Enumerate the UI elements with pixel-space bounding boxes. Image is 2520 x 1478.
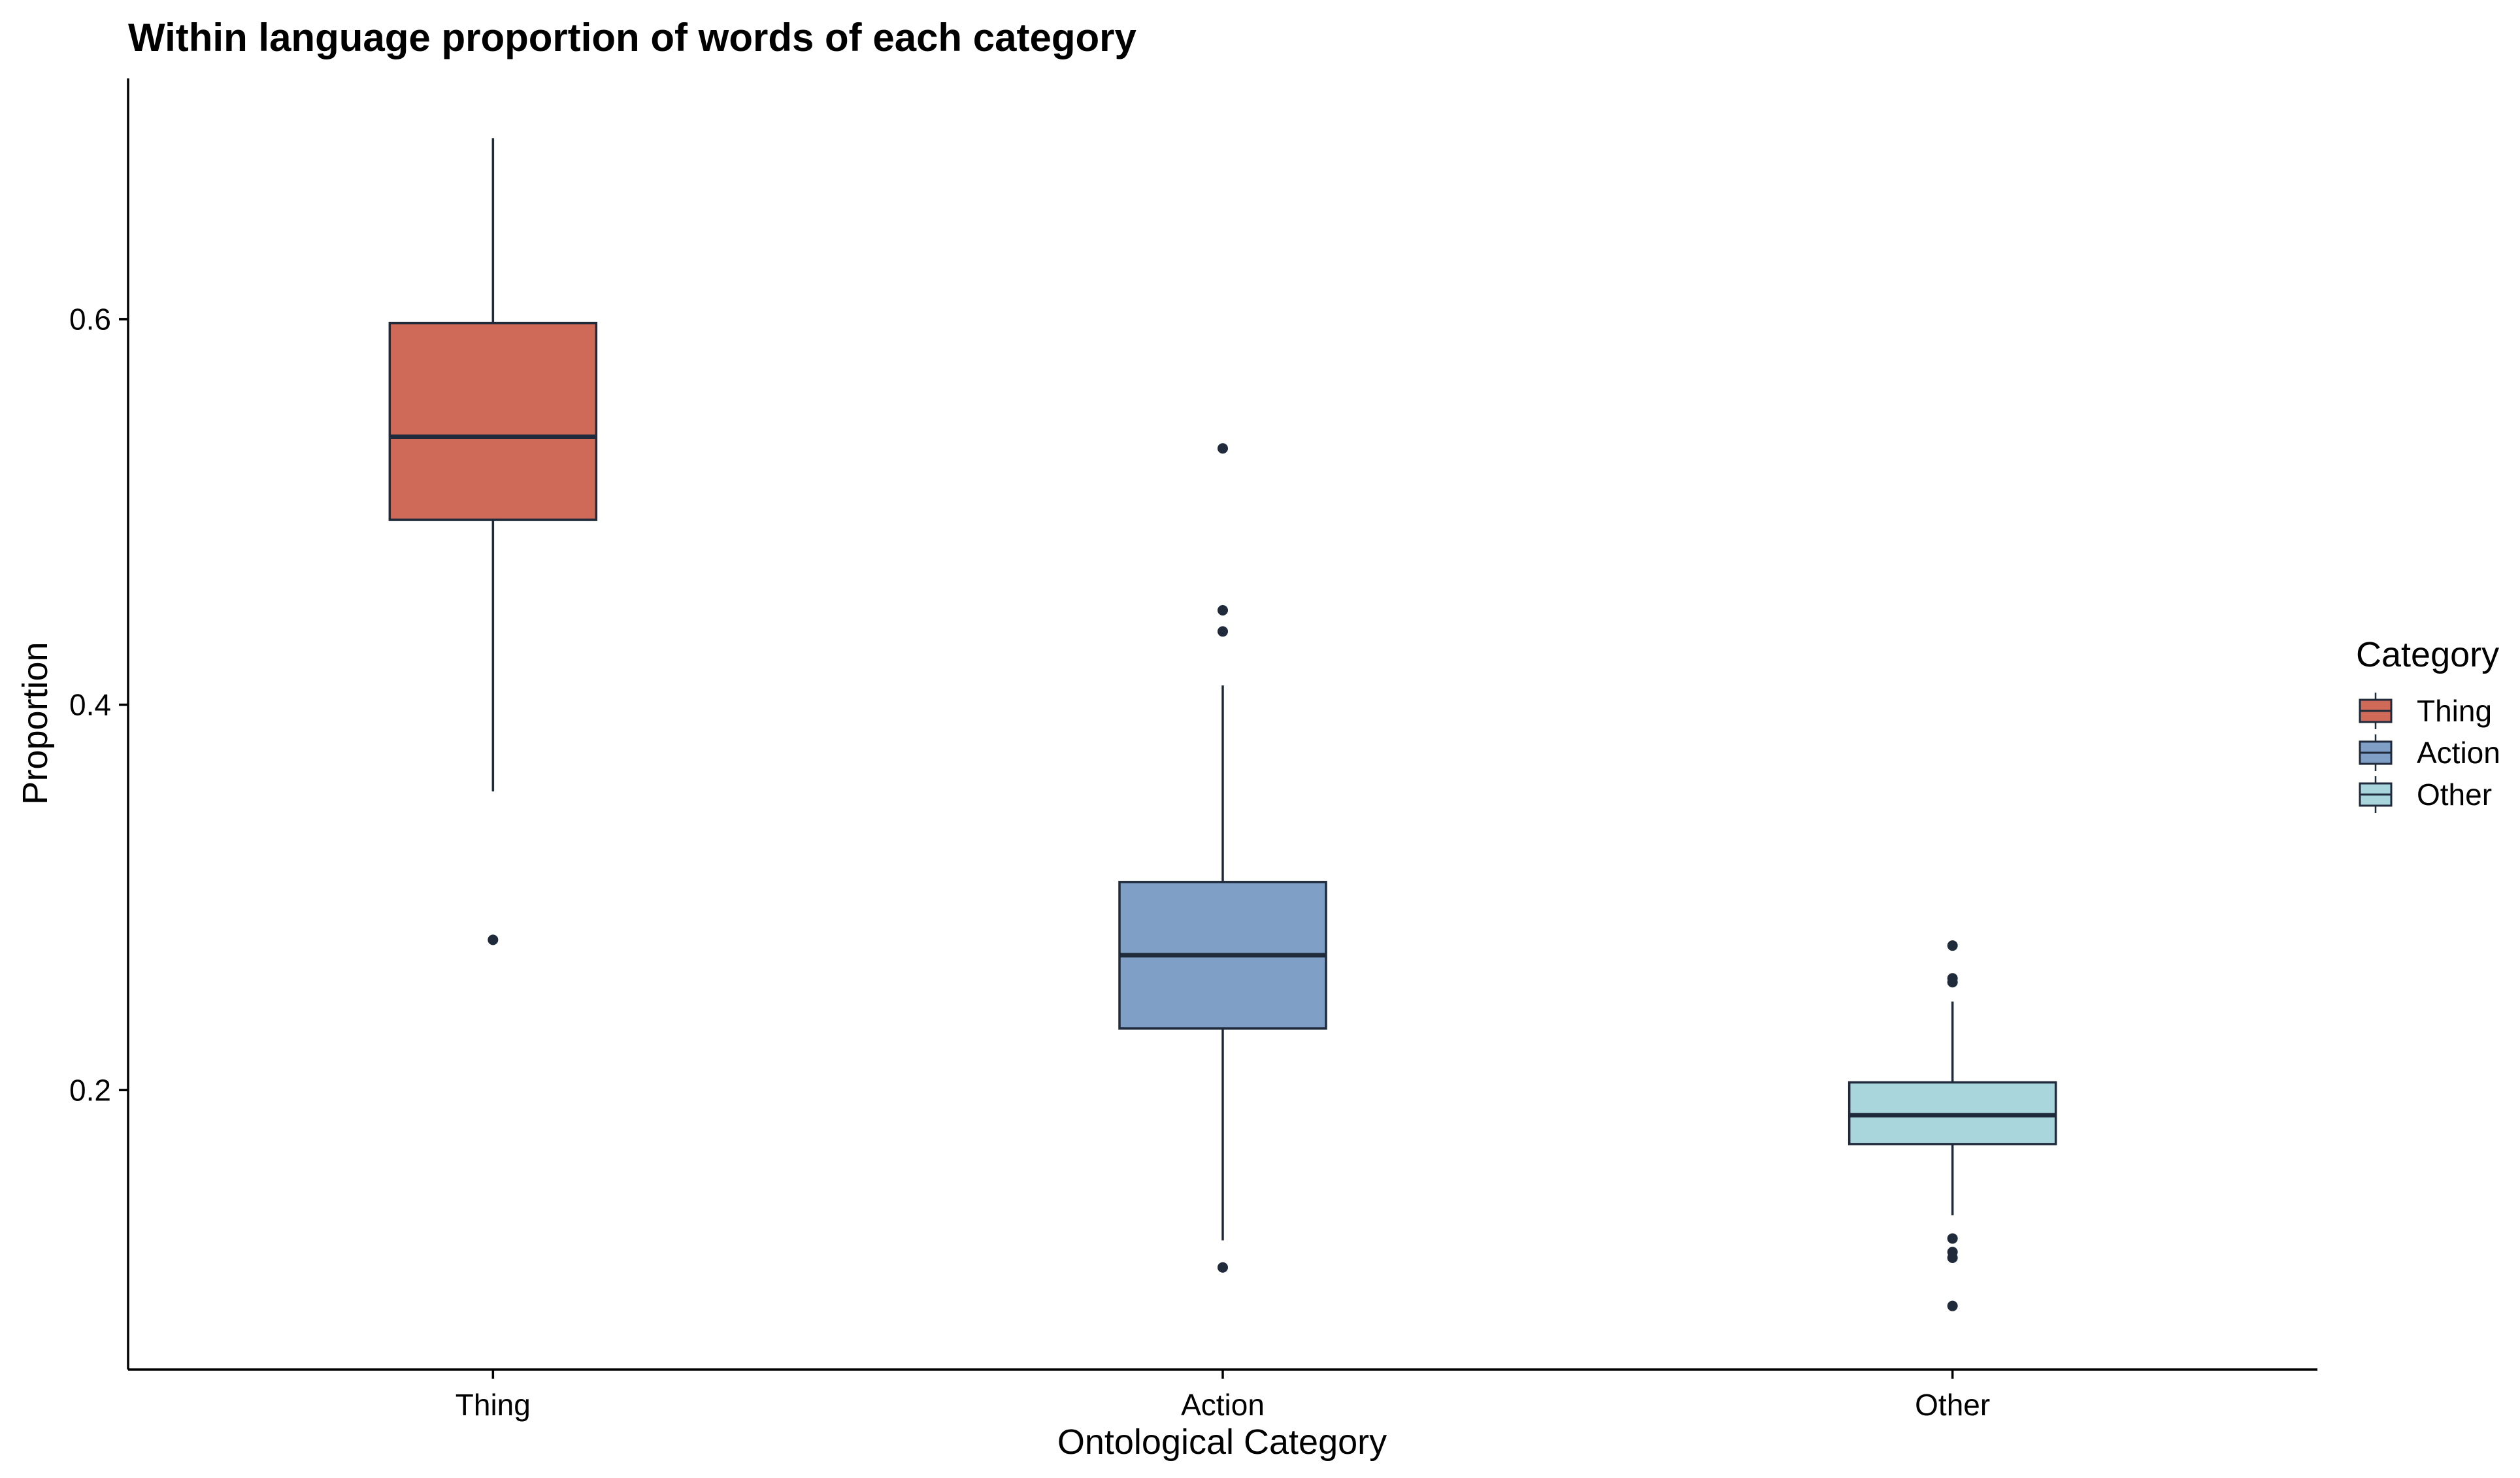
legend-item-other: Other bbox=[2359, 776, 2492, 813]
x-tick-label: Thing bbox=[456, 1388, 531, 1422]
legend-item-action: Action bbox=[2359, 734, 2500, 771]
outlier-point bbox=[1218, 1262, 1228, 1273]
x-tick-label: Action bbox=[1181, 1388, 1265, 1422]
outlier-point bbox=[488, 934, 499, 945]
boxplot-other bbox=[1848, 940, 2057, 1311]
outlier-point bbox=[1947, 1300, 1958, 1311]
boxplot-action bbox=[1118, 443, 1327, 1273]
legend-label: Action bbox=[2417, 736, 2500, 770]
legend-title: Category bbox=[2356, 635, 2499, 674]
y-tick-label: 0.2 bbox=[69, 1073, 111, 1107]
outlier-point bbox=[1947, 977, 1958, 988]
x-axis-title: Ontological Category bbox=[1057, 1422, 1387, 1462]
outlier-point bbox=[1947, 1233, 1958, 1244]
y-tick-label: 0.6 bbox=[69, 303, 111, 337]
iqr-box bbox=[388, 321, 598, 521]
outlier-point bbox=[1218, 443, 1228, 454]
legend-label: Thing bbox=[2417, 694, 2492, 728]
axes: 0.2 0.4 0.6 Thing Action Other bbox=[69, 78, 2317, 1422]
y-axis-title: Proportion bbox=[16, 642, 55, 804]
x-tick-label: Other bbox=[1915, 1388, 1990, 1422]
outlier-point bbox=[1947, 1252, 1958, 1263]
legend-label: Other bbox=[2417, 778, 2492, 812]
legend-key bbox=[2359, 693, 2393, 729]
legend-key bbox=[2359, 776, 2393, 813]
chart-title: Within language proportion of words of e… bbox=[128, 16, 1136, 59]
legend-key bbox=[2359, 734, 2393, 771]
outlier-point bbox=[1218, 604, 1228, 616]
legend: Category Thing Action Other bbox=[2356, 635, 2500, 813]
legend-item-thing: Thing bbox=[2359, 693, 2492, 729]
boxplot-thing bbox=[388, 138, 598, 945]
outlier-point bbox=[1947, 940, 1958, 951]
outlier-point bbox=[1218, 626, 1228, 637]
y-tick-label: 0.4 bbox=[69, 688, 111, 722]
plot-area bbox=[388, 138, 2057, 1311]
